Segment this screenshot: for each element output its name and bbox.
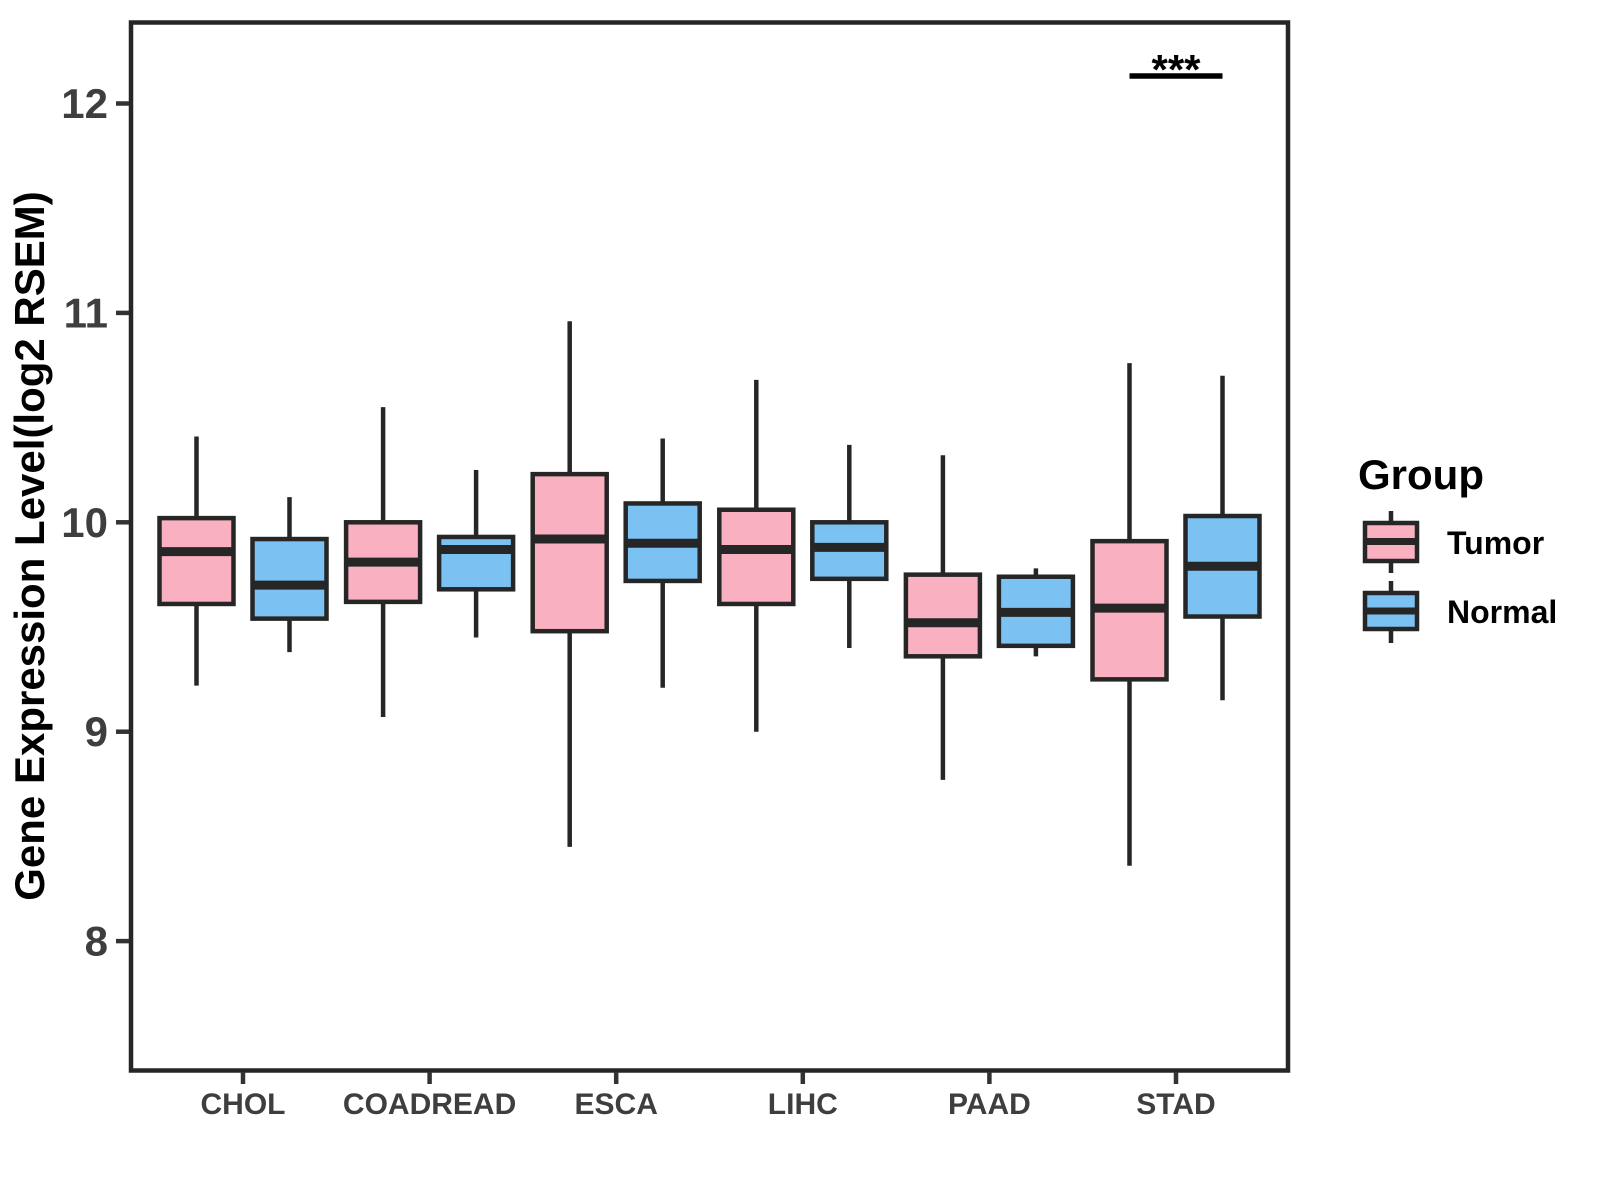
boxplot-paad-normal xyxy=(996,568,1076,657)
boxplot-lihc-normal xyxy=(810,444,889,648)
x-tick-label-esca: ESCA xyxy=(575,1088,658,1121)
x-tick-label-stad: STAD xyxy=(1136,1088,1215,1121)
x-tick-label-lihc: LIHC xyxy=(768,1088,838,1121)
legend-key-tumor: Tumor xyxy=(1362,511,1544,573)
iqr-box xyxy=(903,572,983,659)
iqr-box xyxy=(157,515,236,607)
legend-label-normal: Normal xyxy=(1447,594,1557,630)
legend-label-tumor: Tumor xyxy=(1447,525,1544,561)
boxplot-stad-tumor xyxy=(1090,363,1169,866)
boxplot-stad-normal xyxy=(1183,375,1262,701)
significance-stars: *** xyxy=(1151,46,1201,93)
iqr-box xyxy=(530,471,609,634)
y-tick-label-10: 10 xyxy=(61,499,108,546)
iqr-box xyxy=(436,534,516,592)
boxplot-paad-tumor xyxy=(903,455,983,780)
y-tick-label-11: 11 xyxy=(64,289,108,336)
plot-panel-border xyxy=(128,20,1291,1073)
x-tick-label-paad: PAAD xyxy=(948,1088,1031,1121)
x-tick-label-chol: CHOL xyxy=(201,1088,286,1121)
boxplot-esca-normal xyxy=(623,438,702,688)
boxplot-coadread-tumor xyxy=(343,407,423,718)
y-axis-title: Gene Expression Level(log2 RSEM) xyxy=(6,191,53,901)
y-tick-label-8: 8 xyxy=(85,918,108,965)
x-tick-label-coadread: COADREAD xyxy=(343,1088,516,1121)
boxplot-esca-tumor xyxy=(530,321,609,847)
boxplot-layer xyxy=(157,321,1262,866)
legend: Group Tumor Normal xyxy=(1358,451,1557,643)
boxplot-chol-tumor xyxy=(157,436,236,686)
boxplot-chol-normal xyxy=(250,497,329,653)
boxplot-lihc-tumor xyxy=(717,379,796,732)
legend-title: Group xyxy=(1358,451,1484,498)
iqr-box xyxy=(250,536,329,621)
y-tick-label-9: 9 xyxy=(85,708,108,755)
iqr-box xyxy=(717,507,796,607)
y-tick-label-12: 12 xyxy=(61,80,108,127)
boxplot-coadread-normal xyxy=(436,469,516,638)
legend-key-normal: Normal xyxy=(1362,581,1557,643)
tick-layer xyxy=(116,101,1179,1084)
